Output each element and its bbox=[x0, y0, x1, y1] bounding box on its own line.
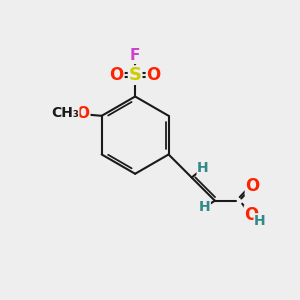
Text: H: H bbox=[254, 214, 266, 228]
Text: O: O bbox=[244, 206, 259, 224]
Text: S: S bbox=[129, 66, 142, 84]
Text: H: H bbox=[197, 161, 209, 175]
Text: O: O bbox=[245, 177, 260, 195]
Text: F: F bbox=[130, 48, 140, 63]
Text: O: O bbox=[110, 66, 124, 84]
Text: O: O bbox=[77, 106, 90, 121]
Text: O: O bbox=[146, 66, 161, 84]
Text: CH₃: CH₃ bbox=[51, 106, 79, 120]
Text: H: H bbox=[199, 200, 210, 214]
